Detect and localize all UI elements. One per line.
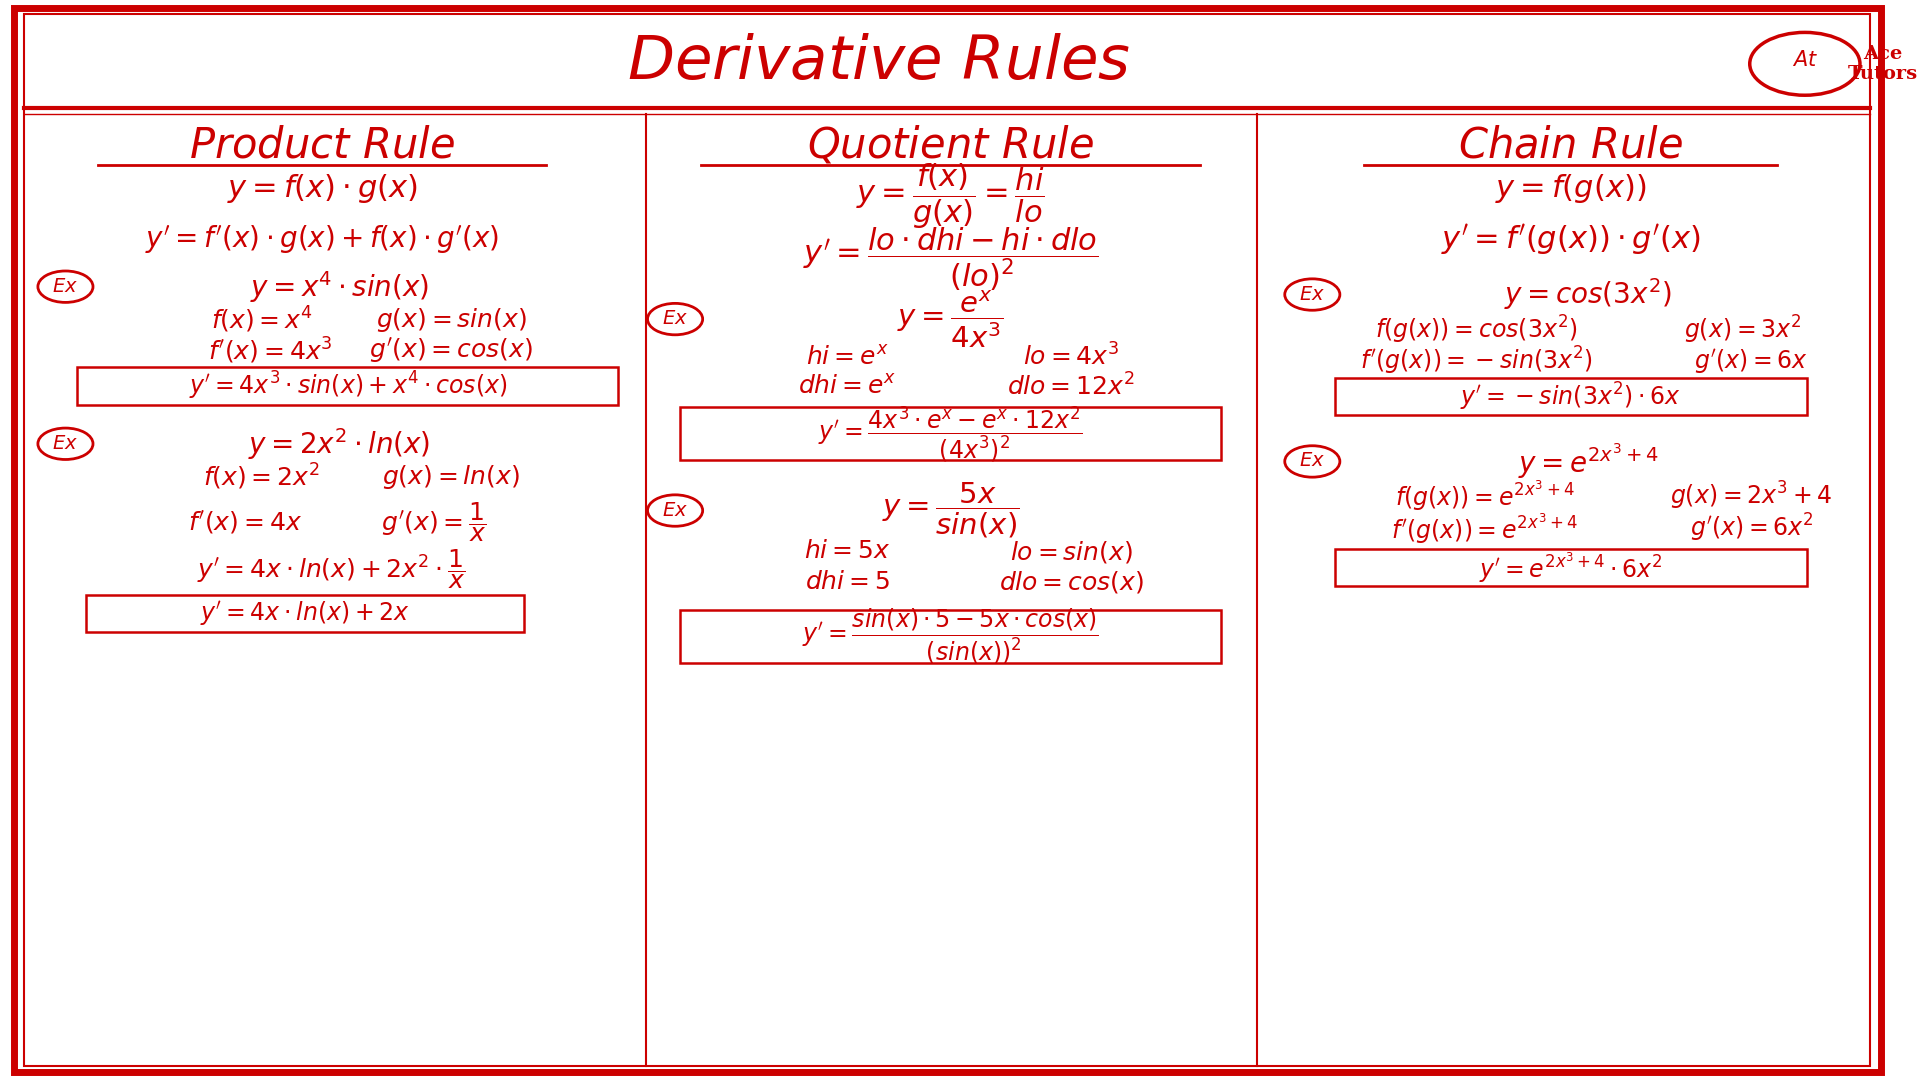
FancyBboxPatch shape [680, 610, 1221, 663]
FancyBboxPatch shape [77, 367, 618, 405]
Text: $f'(x) = 4x$: $f'(x) = 4x$ [188, 509, 301, 536]
Text: $g(x) = sin(x)$: $g(x) = sin(x)$ [376, 306, 526, 334]
Text: $\mathit{Ex}$: $\mathit{Ex}$ [52, 278, 79, 296]
Text: $y = \dfrac{e^x}{4x^3}$: $y = \dfrac{e^x}{4x^3}$ [897, 288, 1004, 350]
Text: $lo = 4x^3$: $lo = 4x^3$ [1023, 343, 1119, 372]
Text: $y' = -sin(3x^2) \cdot 6x$: $y' = -sin(3x^2) \cdot 6x$ [1461, 380, 1680, 413]
Text: $y' = \dfrac{lo \cdot dhi - hi \cdot dlo}{(lo)^2}$: $y' = \dfrac{lo \cdot dhi - hi \cdot dlo… [803, 226, 1098, 293]
Text: $\mathit{Ex}$: $\mathit{Ex}$ [52, 435, 79, 453]
Text: $y = f(x) \cdot g(x)$: $y = f(x) \cdot g(x)$ [227, 172, 417, 205]
Text: $f'(x) = 4x^3$: $f'(x) = 4x^3$ [207, 336, 332, 366]
Text: $y = \dfrac{5x}{sin(x)}$: $y = \dfrac{5x}{sin(x)}$ [881, 481, 1020, 540]
Text: $y = x^4 \cdot sin(x)$: $y = x^4 \cdot sin(x)$ [250, 269, 428, 305]
FancyBboxPatch shape [86, 595, 524, 632]
Text: $g'(x) = cos(x)$: $g'(x) = cos(x)$ [369, 336, 534, 365]
Text: $y' = e^{2x^3+4} \cdot 6x^2$: $y' = e^{2x^3+4} \cdot 6x^2$ [1478, 550, 1663, 585]
Text: $\mathit{At}$: $\mathit{At}$ [1791, 50, 1818, 70]
Text: $y = \dfrac{f(x)}{g(x)} = \dfrac{hi}{lo}$: $y = \dfrac{f(x)}{g(x)} = \dfrac{hi}{lo}… [856, 162, 1044, 231]
Text: $\mathit{Derivative\ Rules}$: $\mathit{Derivative\ Rules}$ [626, 31, 1131, 92]
FancyBboxPatch shape [25, 14, 1870, 1066]
Text: $g(x) = 3x^2$: $g(x) = 3x^2$ [1684, 314, 1801, 346]
Text: $y' = 4x \cdot ln(x) + 2x^2 \cdot \dfrac{1}{x}$: $y' = 4x \cdot ln(x) + 2x^2 \cdot \dfrac… [196, 548, 465, 592]
Text: $\mathit{Ex}$: $\mathit{Ex}$ [662, 310, 687, 328]
Text: $y = 2x^2 \cdot ln(x)$: $y = 2x^2 \cdot ln(x)$ [248, 426, 430, 462]
Text: $g'(x) = \dfrac{1}{x}$: $g'(x) = \dfrac{1}{x}$ [382, 500, 488, 544]
Text: $y' = f'(g(x)) \cdot g'(x)$: $y' = f'(g(x)) \cdot g'(x)$ [1442, 222, 1701, 257]
Text: $y = f(g(x))$: $y = f(g(x))$ [1496, 172, 1645, 205]
Text: $g'(x) = 6x$: $g'(x) = 6x$ [1695, 347, 1809, 376]
Text: $f'(g(x)) = e^{2x^3+4}$: $f'(g(x)) = e^{2x^3+4}$ [1392, 511, 1578, 545]
Text: $g'(x) = 6x^2$: $g'(x) = 6x^2$ [1690, 512, 1812, 544]
Text: $dhi = e^x$: $dhi = e^x$ [799, 375, 897, 399]
Text: $lo = sin(x)$: $lo = sin(x)$ [1010, 539, 1133, 565]
Text: Ace: Ace [1862, 45, 1903, 63]
Text: $y = cos(3x^2)$: $y = cos(3x^2)$ [1503, 276, 1672, 312]
Text: $g(x) = 2x^3 + 4$: $g(x) = 2x^3 + 4$ [1670, 480, 1834, 512]
Text: $\mathit{Chain\ Rule}$: $\mathit{Chain\ Rule}$ [1457, 124, 1684, 166]
Text: $y' = 4x \cdot ln(x) + 2x$: $y' = 4x \cdot ln(x) + 2x$ [200, 599, 409, 627]
Text: $\mathit{Product\ Rule}$: $\mathit{Product\ Rule}$ [190, 124, 455, 166]
Text: $dhi = 5$: $dhi = 5$ [804, 570, 889, 594]
Text: $dlo = cos(x)$: $dlo = cos(x)$ [998, 569, 1144, 595]
Text: $y' = 4x^3 \cdot sin(x) + x^4 \cdot cos(x)$: $y' = 4x^3 \cdot sin(x) + x^4 \cdot cos(… [188, 369, 507, 402]
Text: $hi = e^x$: $hi = e^x$ [806, 346, 889, 369]
Text: $\mathit{Quotient\ Rule}$: $\mathit{Quotient\ Rule}$ [806, 124, 1094, 166]
Text: $y' = \dfrac{4x^3 \cdot e^x - e^x \cdot 12x^2}{(4x^3)^2}$: $y' = \dfrac{4x^3 \cdot e^x - e^x \cdot … [818, 404, 1083, 464]
Text: $dlo = 12x^2$: $dlo = 12x^2$ [1008, 374, 1135, 401]
Text: $f(x) = x^4$: $f(x) = x^4$ [211, 305, 313, 335]
Text: $f(g(x)) = cos(3x^2)$: $f(g(x)) = cos(3x^2)$ [1375, 314, 1576, 346]
Text: $g(x) = ln(x)$: $g(x) = ln(x)$ [382, 463, 520, 491]
Text: $\mathit{Ex}$: $\mathit{Ex}$ [1300, 285, 1325, 303]
FancyBboxPatch shape [13, 8, 1880, 1072]
Text: $y = e^{2x^3+4}$: $y = e^{2x^3+4}$ [1517, 442, 1659, 481]
FancyBboxPatch shape [680, 407, 1221, 460]
Text: $\mathit{Ex}$: $\mathit{Ex}$ [1300, 453, 1325, 471]
Text: $y' = f'(x) \cdot g(x) + f(x) \cdot g'(x)$: $y' = f'(x) \cdot g(x) + f(x) \cdot g'(x… [144, 224, 499, 256]
FancyBboxPatch shape [1334, 549, 1807, 586]
FancyBboxPatch shape [1334, 378, 1807, 416]
Text: $f(x) = 2x^2$: $f(x) = 2x^2$ [204, 462, 321, 492]
Text: $\mathit{Ex}$: $\mathit{Ex}$ [662, 501, 687, 519]
Text: $y' = \dfrac{sin(x) \cdot 5 - 5x \cdot cos(x)}{(sin(x))^2}$: $y' = \dfrac{sin(x) \cdot 5 - 5x \cdot c… [803, 606, 1098, 666]
Text: $hi = 5x$: $hi = 5x$ [804, 540, 891, 564]
Text: Tutors: Tutors [1847, 65, 1918, 83]
Text: $f'(g(x)) = -sin(3x^2)$: $f'(g(x)) = -sin(3x^2)$ [1359, 346, 1592, 377]
Text: $f(g(x)) = e^{2x^3+4}$: $f(g(x)) = e^{2x^3+4}$ [1394, 478, 1574, 513]
